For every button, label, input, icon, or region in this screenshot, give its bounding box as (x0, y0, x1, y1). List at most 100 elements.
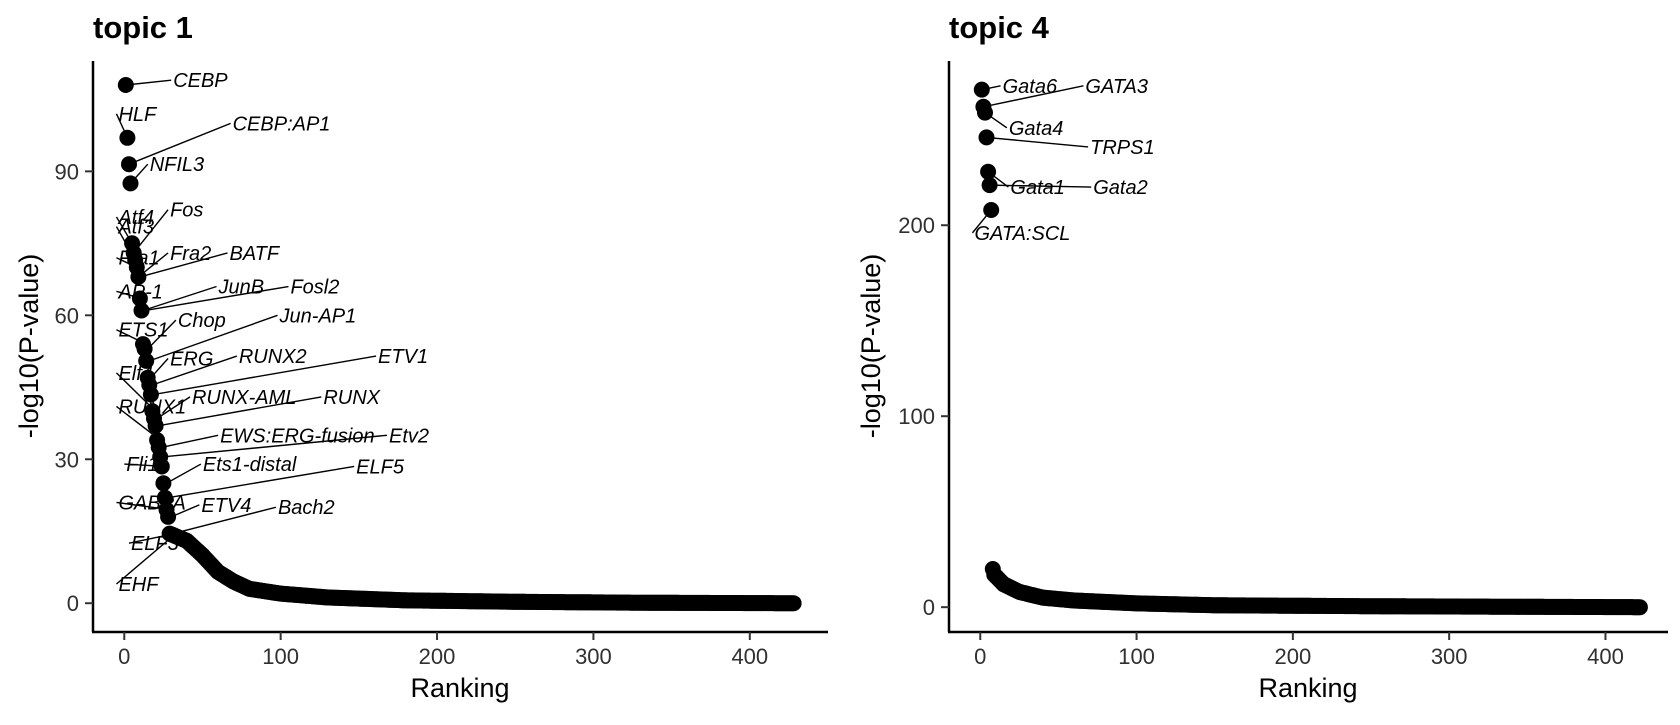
point-label: Fra1 (118, 248, 159, 270)
point-label: ELF5 (356, 456, 405, 478)
label-leader-line (150, 358, 169, 379)
point-label: RUNX-AML (192, 387, 296, 409)
point-label: Atf4 (117, 207, 154, 229)
label-leader-line (989, 184, 1092, 188)
x-tick-label: 0 (118, 644, 130, 669)
label-leader-line (115, 216, 133, 244)
data-point (119, 129, 136, 146)
label-leader-line (147, 319, 177, 350)
label-leader-line (987, 171, 1009, 188)
data-point (136, 340, 153, 357)
data-point (117, 77, 134, 93)
x-tick-label: 300 (1431, 644, 1468, 669)
y-tick-label: 0 (67, 591, 79, 616)
data-point (138, 352, 155, 369)
label-leader-line (130, 163, 149, 184)
data-point (981, 177, 998, 194)
point-label: RUNX1 (118, 396, 186, 418)
x-tick-label: 300 (575, 644, 612, 669)
x-tick-label: 200 (1275, 644, 1312, 669)
label-leader-line (167, 465, 355, 499)
point-label: Fli1 (126, 454, 158, 476)
label-leader-line (115, 113, 129, 139)
label-leader-line (153, 355, 377, 396)
y-tick-label: 200 (898, 213, 935, 238)
x-axis-title: Ranking (410, 673, 509, 703)
y-tick-label: 100 (898, 404, 935, 429)
point-label: TRPS1 (1090, 137, 1154, 159)
point-label: HLF (118, 104, 158, 126)
label-leader-line (116, 257, 138, 268)
label-leader-line (142, 285, 217, 312)
point-label: GATA3 (1085, 76, 1148, 98)
label-leader-line (116, 533, 177, 585)
point-label: Elf4 (118, 363, 152, 385)
label-leader-line (128, 532, 175, 544)
label-leader-line (170, 504, 200, 518)
point-label: EWS:ERG-fusion (220, 425, 374, 447)
label-leader-line (163, 434, 388, 458)
x-tick-label: 400 (1587, 644, 1624, 669)
point-label: Bach2 (278, 497, 335, 519)
label-leader-line (166, 463, 202, 484)
data-point (142, 386, 159, 403)
label-leader-line (144, 285, 289, 312)
label-leader-line (984, 111, 1008, 129)
x-tick-label: 100 (262, 644, 299, 669)
point-label: Gata1 (1010, 177, 1064, 199)
label-leader-line (971, 209, 992, 234)
point-label: ETV1 (378, 346, 428, 368)
point-label: RUNX (323, 387, 380, 409)
label-leader-line (981, 85, 1001, 91)
label-leader-line (152, 355, 238, 386)
label-leader-line (172, 506, 277, 535)
point-label: GABPA (118, 492, 185, 514)
label-leader-line (161, 434, 219, 448)
point-label: Jun-AP1 (279, 305, 357, 327)
label-leader-line (133, 209, 169, 254)
point-label: ETV4 (201, 495, 251, 517)
data-point (161, 525, 178, 542)
label-leader-line (149, 314, 278, 362)
x-tick-label: 200 (419, 644, 456, 669)
point-label: Fosl2 (290, 277, 339, 299)
point-label: CEBP:AP1 (233, 113, 331, 135)
point-label: GATA:SCL (974, 223, 1070, 245)
label-leader-line (116, 290, 142, 300)
point-label: BATF (229, 243, 280, 265)
point-label: RUNX2 (239, 346, 307, 368)
point-label: Gata4 (1009, 118, 1063, 140)
label-leader-line (983, 85, 1084, 108)
point-label: Gata2 (1093, 177, 1147, 199)
data-point (978, 129, 995, 146)
data-point (156, 489, 173, 506)
data-point (984, 561, 1001, 577)
point-label: Ets1-distal (203, 454, 297, 476)
point-label: NFIL3 (150, 154, 204, 176)
point-label: Etv2 (389, 425, 429, 447)
y-tick-label: 0 (923, 595, 935, 620)
x-tick-label: 400 (731, 644, 768, 669)
label-leader-line (115, 226, 136, 261)
panel-topic-4: topic 4 Ranking -log10(P-value) 0 100 200 3… (856, 10, 1668, 703)
label-leader-line (116, 501, 170, 511)
y-tick-label: 90 (55, 159, 79, 184)
label-leader-line (115, 372, 157, 412)
point-label: ELF3 (131, 533, 179, 555)
data-point (133, 302, 150, 319)
label-leader-line (116, 329, 147, 345)
label-leader-line (986, 136, 1089, 148)
data-point (147, 417, 164, 434)
y-axis-title: -log10(P-value) (856, 254, 886, 439)
point-label: Gata6 (1003, 76, 1058, 98)
label-leader-line (116, 405, 161, 441)
point-label: Fra2 (170, 243, 211, 265)
label-leader-line (156, 396, 191, 420)
label-leader-line (137, 252, 169, 278)
panel-topic-1: topic 1 Ranking -log10(P-value) 0 100 200 3… (14, 10, 828, 703)
point-label: CEBP (173, 70, 228, 92)
chart-title: topic 4 (949, 10, 1050, 45)
y-tick-label: 30 (55, 447, 79, 472)
